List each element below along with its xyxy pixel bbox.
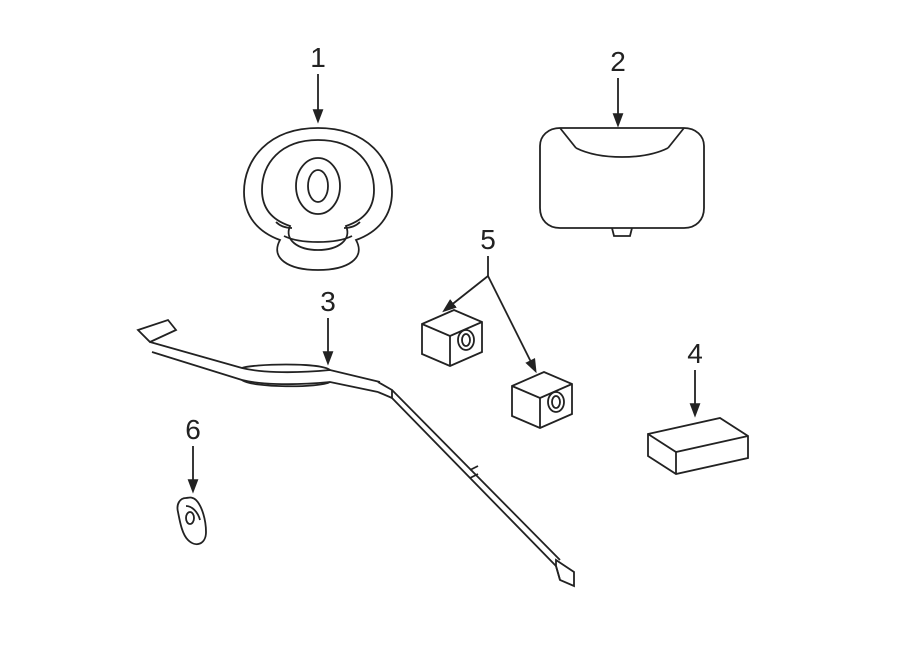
callout-arrows: [193, 74, 695, 490]
part-5-sensor-right: [512, 372, 572, 428]
callout-label-6: 6: [185, 414, 201, 446]
callout-label-5: 5: [480, 224, 496, 256]
diagram-svg: [0, 0, 900, 661]
part-6-side-sensor: [177, 498, 206, 545]
part-4-control-module: [648, 418, 748, 474]
callout-label-2: 2: [610, 46, 626, 78]
part-3-curtain-airbag: [138, 320, 574, 586]
parts-diagram: 1 2 3 4 5 6: [0, 0, 900, 661]
part-1-steering-wheel-airbag: [244, 128, 392, 270]
callout-label-1: 1: [310, 42, 326, 74]
callout-label-4: 4: [687, 338, 703, 370]
callout-label-3: 3: [320, 286, 336, 318]
part-2-passenger-airbag: [540, 128, 704, 236]
part-5-sensor-left: [422, 310, 482, 366]
